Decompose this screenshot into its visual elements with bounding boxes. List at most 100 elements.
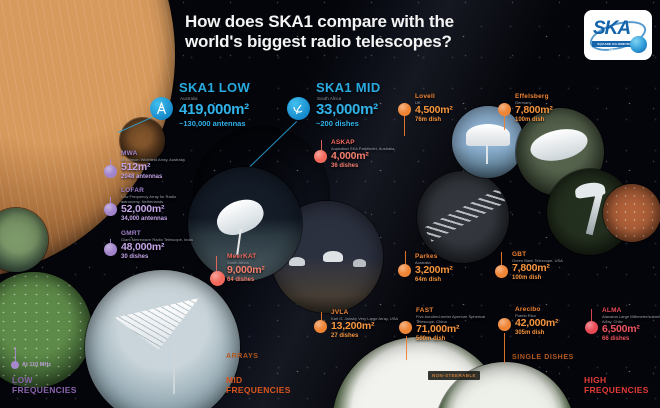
telescope-sub: Germany bbox=[515, 100, 532, 105]
telescope-name: LOFAR bbox=[121, 187, 145, 194]
telescope-name: MeerKAT bbox=[227, 253, 257, 260]
telescope-area: 6,500m² bbox=[602, 323, 640, 336]
telescope-area: 42,000m² bbox=[515, 317, 559, 330]
telescope-dot bbox=[585, 321, 598, 334]
telescope-detail: 100m dish bbox=[515, 116, 545, 123]
telescope-detail: 30 dishes bbox=[121, 253, 149, 260]
telescope-area: 9,000m² bbox=[227, 264, 265, 277]
ska1-low-block: SKA1 LOW Australia 419,000m² ~130,000 an… bbox=[150, 80, 250, 128]
telescope-area: 7,800m² bbox=[512, 262, 550, 275]
telescope-dot bbox=[498, 318, 511, 331]
telescope-sub: UK bbox=[415, 100, 421, 105]
connector-stem-jvla bbox=[321, 312, 322, 324]
telescope-sub: Green Bank Telescope, USA bbox=[512, 258, 563, 263]
lattice-shape bbox=[424, 188, 506, 242]
telescope-detail: 34,000 antennas bbox=[121, 215, 168, 222]
telescope-detail: 66 dishes bbox=[602, 335, 630, 342]
connector-stem-alma bbox=[591, 309, 592, 324]
antenna-icon bbox=[150, 97, 173, 120]
ska1-mid-area: 33,000m² bbox=[316, 101, 378, 118]
page-title: How does SKA1 compare with the world's b… bbox=[185, 12, 454, 52]
telescope-dot bbox=[398, 264, 411, 277]
telescope-detail: 64m dish bbox=[415, 276, 442, 283]
dish-shape bbox=[353, 259, 366, 267]
telescope-name: FAST bbox=[416, 307, 434, 314]
telescope-name: Lovell bbox=[415, 93, 435, 100]
ska1-low-detail: ~130,000 antennas bbox=[179, 118, 246, 128]
telescope-arm bbox=[585, 190, 604, 236]
globe-icon bbox=[630, 36, 647, 53]
telescope-sub: South Africa bbox=[227, 260, 249, 265]
telescope-detail: 100m dish bbox=[512, 274, 542, 281]
ska1-mid-location: South Africa bbox=[317, 96, 342, 101]
dish-shape bbox=[323, 251, 343, 262]
dish-mast bbox=[486, 144, 488, 164]
non-steerable-tag: NON-STEERABLE bbox=[428, 371, 480, 380]
telescope-dot bbox=[314, 150, 327, 163]
dish-shape bbox=[289, 257, 305, 266]
telescope-area: 52,000m² bbox=[121, 203, 165, 216]
connector-stem-lovell bbox=[404, 116, 405, 136]
telescope-name: Parkes bbox=[415, 253, 438, 260]
ska1-mid-block: SKA1 MID South Africa 33,000m² ~200 dish… bbox=[287, 80, 381, 128]
telescope-area: 4,000m² bbox=[331, 150, 369, 163]
telescope-entry-alma: ALMA Atacama Large Millimeter/submillime… bbox=[585, 307, 660, 342]
dish-shape bbox=[527, 124, 591, 166]
telescope-dot bbox=[495, 265, 508, 278]
telescope-sub: Atacama Large Millimeter/submillimeter A… bbox=[602, 314, 660, 325]
connector-stem-mwa bbox=[110, 159, 111, 169]
telescope-sub: Low Frequency Array for Radio astronomy,… bbox=[121, 194, 177, 205]
label-mid-frequencies: MID FREQUENCIES bbox=[226, 375, 291, 395]
dish-mast bbox=[173, 346, 175, 394]
telescope-detail: 2048 antennas bbox=[121, 173, 163, 180]
telescope-detail: 27 dishes bbox=[331, 332, 359, 339]
ska1-mid-title: SKA1 MID bbox=[316, 80, 381, 95]
connector-stem-lofar bbox=[110, 197, 111, 207]
telescope-area: 7,800m² bbox=[515, 104, 553, 117]
label-high-frequencies: HIGH FREQUENCIES bbox=[584, 375, 649, 395]
frequency-note-dot bbox=[11, 361, 19, 369]
telescope-name: Effelsberg bbox=[515, 93, 549, 100]
connector-stem-effelsberg bbox=[504, 116, 505, 130]
zone-label-single-dishes: SINGLE DISHES bbox=[512, 354, 574, 361]
connector-stem-askap bbox=[321, 140, 322, 153]
photo-lattice-telescope bbox=[417, 171, 509, 263]
telescope-area: 512m² bbox=[121, 161, 151, 174]
telescope-area: 13,200m² bbox=[331, 320, 375, 333]
dish-shape bbox=[466, 124, 510, 146]
telescope-area: 4,500m² bbox=[415, 104, 453, 117]
logo-brand-text: SKA bbox=[593, 18, 631, 39]
telescope-name: GBT bbox=[512, 251, 527, 258]
telescope-entry-lofar: LOFAR Low Frequency Array for Radio astr… bbox=[104, 187, 203, 222]
telescope-name: MWA bbox=[121, 150, 138, 157]
connector-stem-110mhz bbox=[15, 347, 16, 361]
telescope-dot bbox=[104, 243, 117, 256]
telescope-sub: Murchison Widefield Array, Australia bbox=[121, 157, 185, 162]
connector-stem-meerkat bbox=[216, 256, 217, 274]
telescope-entry-parkes: Parkes Australia 3,200m² 64m dish bbox=[398, 253, 497, 283]
telescope-detail: 76m dish bbox=[415, 116, 442, 123]
connector-stem-arecibo bbox=[504, 333, 505, 363]
telescope-dot bbox=[210, 271, 225, 286]
logo-tagline: SQUARE KILOMETRE ARRAY bbox=[592, 41, 637, 52]
frequency-note: At 110 MHz bbox=[22, 362, 52, 368]
telescope-detail: 36 dishes bbox=[331, 162, 359, 169]
ska-logo: SKA SQUARE KILOMETRE ARRAY bbox=[584, 10, 652, 60]
telescope-area: 71,000m² bbox=[416, 323, 460, 336]
telescope-dot bbox=[104, 165, 117, 178]
ska1-low-area: 419,000m² bbox=[179, 101, 249, 118]
telescope-sub: Australia bbox=[415, 260, 431, 265]
telescope-name: ASKAP bbox=[331, 139, 355, 146]
photo-mwa-antenna bbox=[120, 118, 165, 163]
zone-label-arrays: ARRAYS bbox=[226, 353, 259, 360]
telescope-detail: 305m dish bbox=[515, 329, 545, 336]
telescope-detail: 64 dishes bbox=[227, 276, 255, 283]
telescope-name: Arecibo bbox=[515, 306, 541, 313]
connector-stem-gbt bbox=[501, 252, 502, 268]
telescope-sub: Australian SKA Pathfinder, Australia bbox=[331, 146, 395, 151]
telescope-name: GMRT bbox=[121, 230, 141, 237]
telescope-entry-mwa: MWA Murchison Widefield Array, Australia… bbox=[104, 150, 203, 180]
ska1-low-location: Australia bbox=[180, 96, 198, 101]
telescope-sub: Giant Metrewave Radio Telescope, India bbox=[121, 237, 193, 242]
